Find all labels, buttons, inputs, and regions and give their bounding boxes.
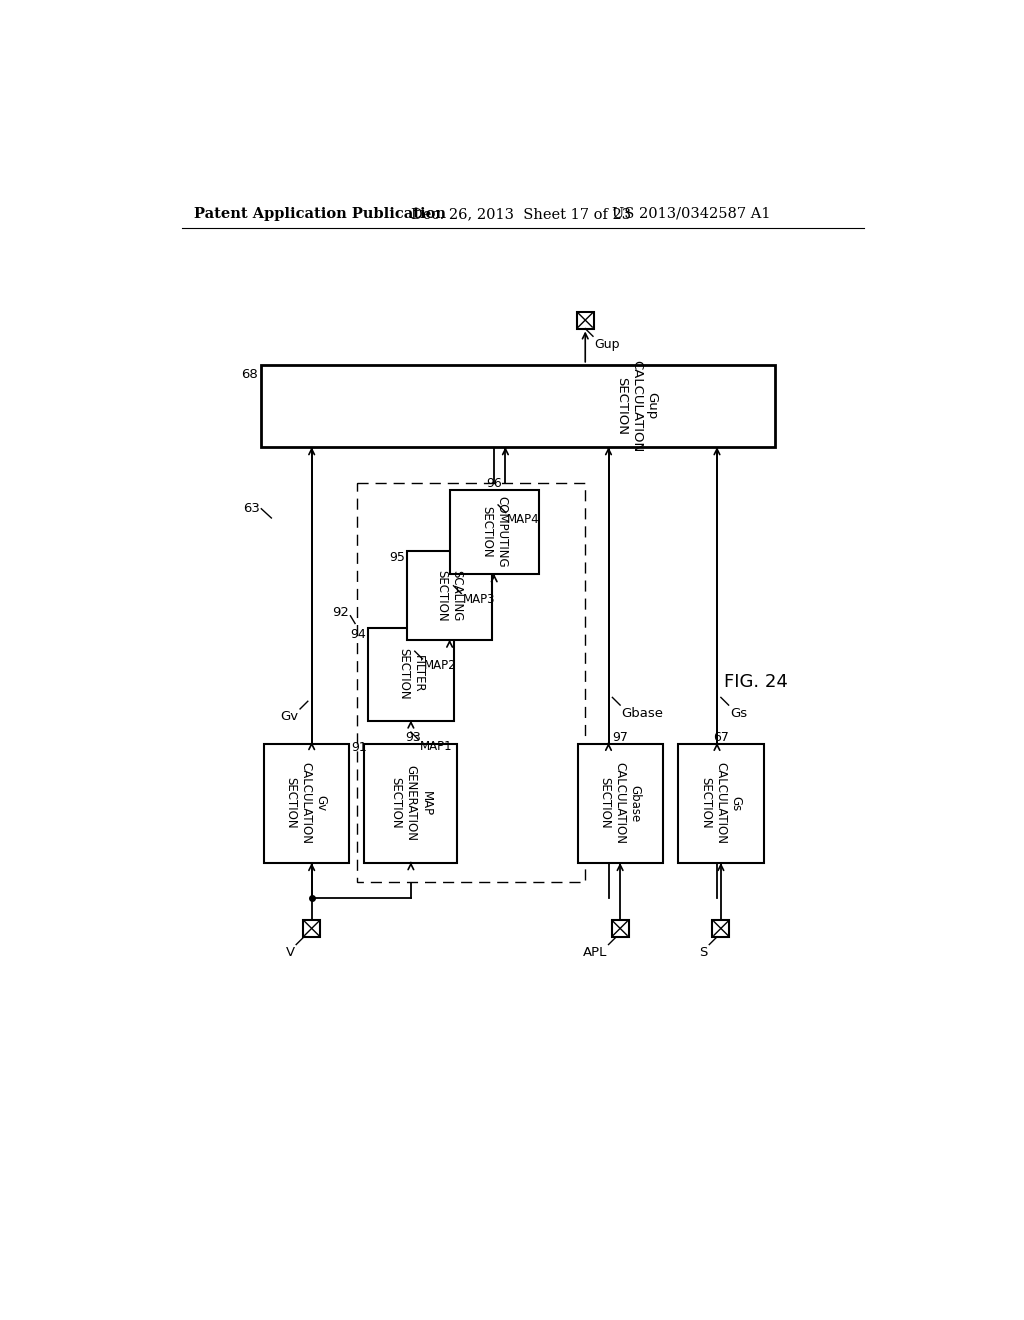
Text: 97: 97 [612,731,628,744]
Text: 95: 95 [389,550,404,564]
Text: COMPUTING
SECTION: COMPUTING SECTION [480,496,508,568]
Bar [356,483,586,882]
Text: Gs
CALCULATION
SECTION: Gs CALCULATION SECTION [699,762,742,845]
Bar [578,743,663,863]
Text: Gbase: Gbase [622,706,664,719]
Text: MAP
GENERATION
SECTION: MAP GENERATION SECTION [389,766,432,841]
Bar [450,490,539,574]
Bar [303,920,321,937]
Text: APL: APL [583,946,607,960]
Text: SCALING
SECTION: SCALING SECTION [435,569,464,622]
Bar [713,920,729,937]
Bar [365,743,458,863]
Text: Patent Application Publication: Patent Application Publication [194,207,445,220]
Text: Gv
CALCULATION
SECTION: Gv CALCULATION SECTION [285,762,328,845]
Bar [261,364,775,447]
Text: US 2013/0342587 A1: US 2013/0342587 A1 [612,207,771,220]
Text: MAP3: MAP3 [463,594,496,606]
Bar [263,743,349,863]
Text: FILTER
SECTION: FILTER SECTION [397,648,425,700]
Text: Gup: Gup [595,338,621,351]
Text: FIG. 24: FIG. 24 [724,673,787,690]
Bar [369,628,454,721]
Text: Gs: Gs [730,706,748,719]
Text: MAP4: MAP4 [507,512,540,525]
Text: Gup
CALCULATION
SECTION: Gup CALCULATION SECTION [614,360,657,451]
Text: 63: 63 [243,502,260,515]
Text: 94: 94 [350,628,366,640]
Text: 96: 96 [486,477,502,490]
Text: Gbase
CALCULATION
SECTION: Gbase CALCULATION SECTION [599,762,642,845]
Text: 91: 91 [351,741,367,754]
Bar [678,743,764,863]
Text: 67: 67 [713,731,729,744]
Text: V: V [286,946,295,960]
Text: 93: 93 [406,731,421,744]
Text: 92: 92 [332,606,349,619]
Text: S: S [699,946,708,960]
Text: 68: 68 [241,367,257,380]
Text: MAP1: MAP1 [420,739,453,752]
Text: Gv: Gv [281,710,299,723]
Bar [577,312,594,329]
Bar [611,920,629,937]
Text: MAP2: MAP2 [424,659,457,672]
Text: Dec. 26, 2013  Sheet 17 of 23: Dec. 26, 2013 Sheet 17 of 23 [411,207,631,220]
Bar [407,552,493,640]
